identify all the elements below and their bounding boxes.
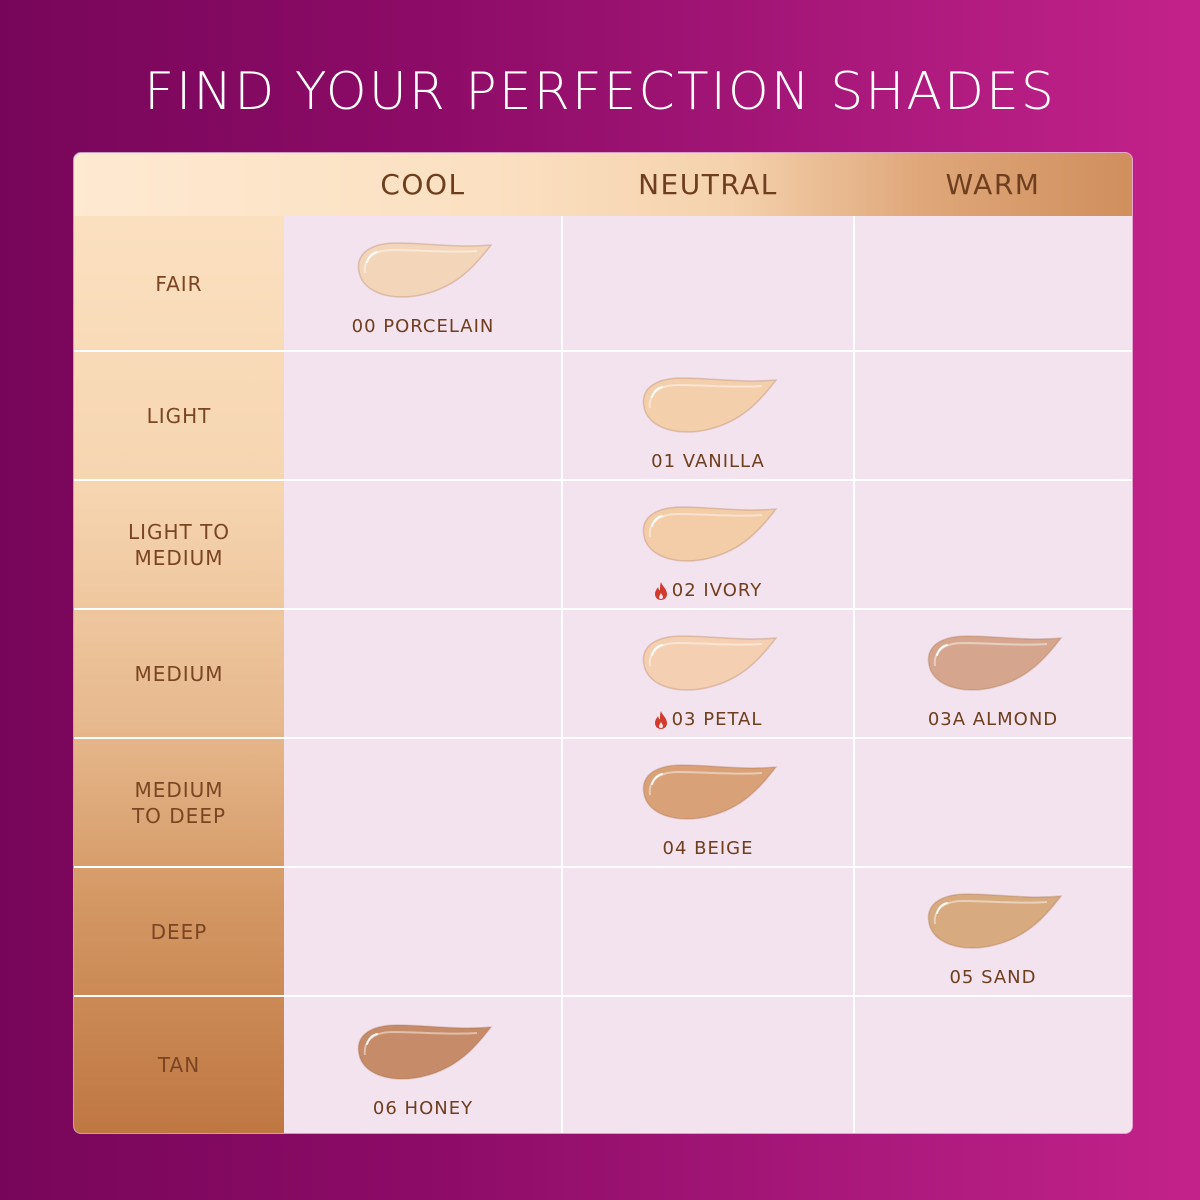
shade-cell-warm [854, 351, 1132, 480]
shade-swatch [642, 635, 778, 691]
shade-cell-neutral: 02 IVORY [562, 480, 854, 609]
shade-cell-warm: 03A ALMOND [854, 609, 1132, 738]
column-divider [853, 216, 855, 1133]
shade-cell-cool [284, 480, 562, 609]
table-row: LIGHT TO MEDIUM 02 IVORY [74, 480, 1132, 609]
shade-item: 05 SAND [854, 891, 1132, 988]
table-row: MEDIUM TO DEEP 04 BEIGE [74, 738, 1132, 867]
shade-cell-warm: 05 SAND [854, 867, 1132, 996]
shade-cell-warm [854, 738, 1132, 867]
shade-swatch [642, 506, 778, 562]
shade-item: 02 IVORY [562, 504, 854, 601]
table-row: MEDIUM 03 PETAL 03A ALMOND [74, 609, 1132, 738]
shade-item: 01 VANILLA [562, 375, 854, 472]
shade-swatch [642, 764, 778, 820]
shade-name: 02 IVORY [671, 580, 763, 601]
shade-cell-warm [854, 216, 1132, 351]
shade-name: 00 PORCELAIN [351, 316, 495, 337]
shade-cell-neutral [562, 996, 854, 1133]
shade-cell-cool [284, 867, 562, 996]
shade-name: 01 VANILLA [651, 451, 765, 472]
shade-cell-cool [284, 738, 562, 867]
shade-swatch [642, 377, 778, 433]
shade-cell-cool [284, 609, 562, 738]
table-row: FAIR 00 PORCELAIN [74, 216, 1132, 351]
shade-item: 06 HONEY [284, 1022, 562, 1119]
shade-item: 03A ALMOND [854, 633, 1132, 730]
page-title: FIND YOUR PERFECTION SHADES [144, 62, 1056, 122]
shade-cell-neutral: 01 VANILLA [562, 351, 854, 480]
shade-swatch [357, 1024, 493, 1080]
fire-icon [654, 581, 667, 600]
row-divider [74, 479, 1132, 481]
row-label: TAN [157, 1052, 201, 1077]
shade-cell-cool: 00 PORCELAIN [284, 216, 562, 351]
row-divider [74, 995, 1132, 997]
row-divider [74, 866, 1132, 868]
row-label: MEDIUM [134, 661, 224, 686]
shade-name: 04 BEIGE [662, 838, 754, 859]
table-header: COOL NEUTRAL WARM [74, 153, 1132, 216]
column-divider [561, 216, 563, 1133]
shade-swatch [927, 635, 1063, 691]
shade-label: 00 PORCELAIN [352, 316, 495, 337]
shade-name: 05 SAND [949, 967, 1037, 988]
shade-name: 03A ALMOND [927, 709, 1059, 730]
shade-cell-neutral [562, 867, 854, 996]
table-row: TAN 06 HONEY [74, 996, 1132, 1133]
row-label: MEDIUM TO DEEP [131, 777, 227, 828]
shade-item: 04 BEIGE [562, 762, 854, 859]
shade-cell-neutral: 03 PETAL [562, 609, 854, 738]
shade-cell-warm [854, 480, 1132, 609]
shade-swatch [927, 893, 1063, 949]
table-row: LIGHT 01 VANILLA [74, 351, 1132, 480]
shade-name: 03 PETAL [671, 709, 763, 730]
row-label: LIGHT TO MEDIUM [127, 519, 231, 570]
shade-label: 06 HONEY [373, 1098, 473, 1119]
column-header-neutral: NEUTRAL [638, 168, 778, 201]
fire-icon [654, 710, 667, 729]
row-divider [74, 350, 1132, 352]
shade-swatch [357, 242, 493, 298]
column-header-cool: COOL [380, 168, 466, 201]
shade-item: 00 PORCELAIN [284, 240, 562, 337]
shade-label: 05 SAND [949, 967, 1036, 988]
shade-cell-warm [854, 996, 1132, 1133]
column-header-warm: WARM [945, 168, 1041, 201]
shade-label: 03A ALMOND [928, 709, 1058, 730]
row-label-column [74, 216, 284, 1133]
shade-label: 04 BEIGE [663, 838, 754, 859]
shade-chart-table: COOL NEUTRAL WARM FAIR 00 PORCELAIN LIGHT 0… [74, 153, 1132, 1133]
shade-cell-neutral: 04 BEIGE [562, 738, 854, 867]
row-label: LIGHT [146, 403, 212, 428]
shade-cell-cool: 06 HONEY [284, 996, 562, 1133]
shade-label: 03 PETAL [654, 709, 763, 730]
table-row: DEEP 05 SAND [74, 867, 1132, 996]
shade-label: 01 VANILLA [651, 451, 765, 472]
shade-name: 06 HONEY [372, 1098, 474, 1119]
row-divider [74, 608, 1132, 610]
shade-cell-cool [284, 351, 562, 480]
shade-cell-neutral [562, 216, 854, 351]
row-label: FAIR [155, 271, 203, 296]
shade-item: 03 PETAL [562, 633, 854, 730]
shade-label: 02 IVORY [654, 580, 762, 601]
row-divider [74, 737, 1132, 739]
row-label: DEEP [150, 919, 208, 944]
